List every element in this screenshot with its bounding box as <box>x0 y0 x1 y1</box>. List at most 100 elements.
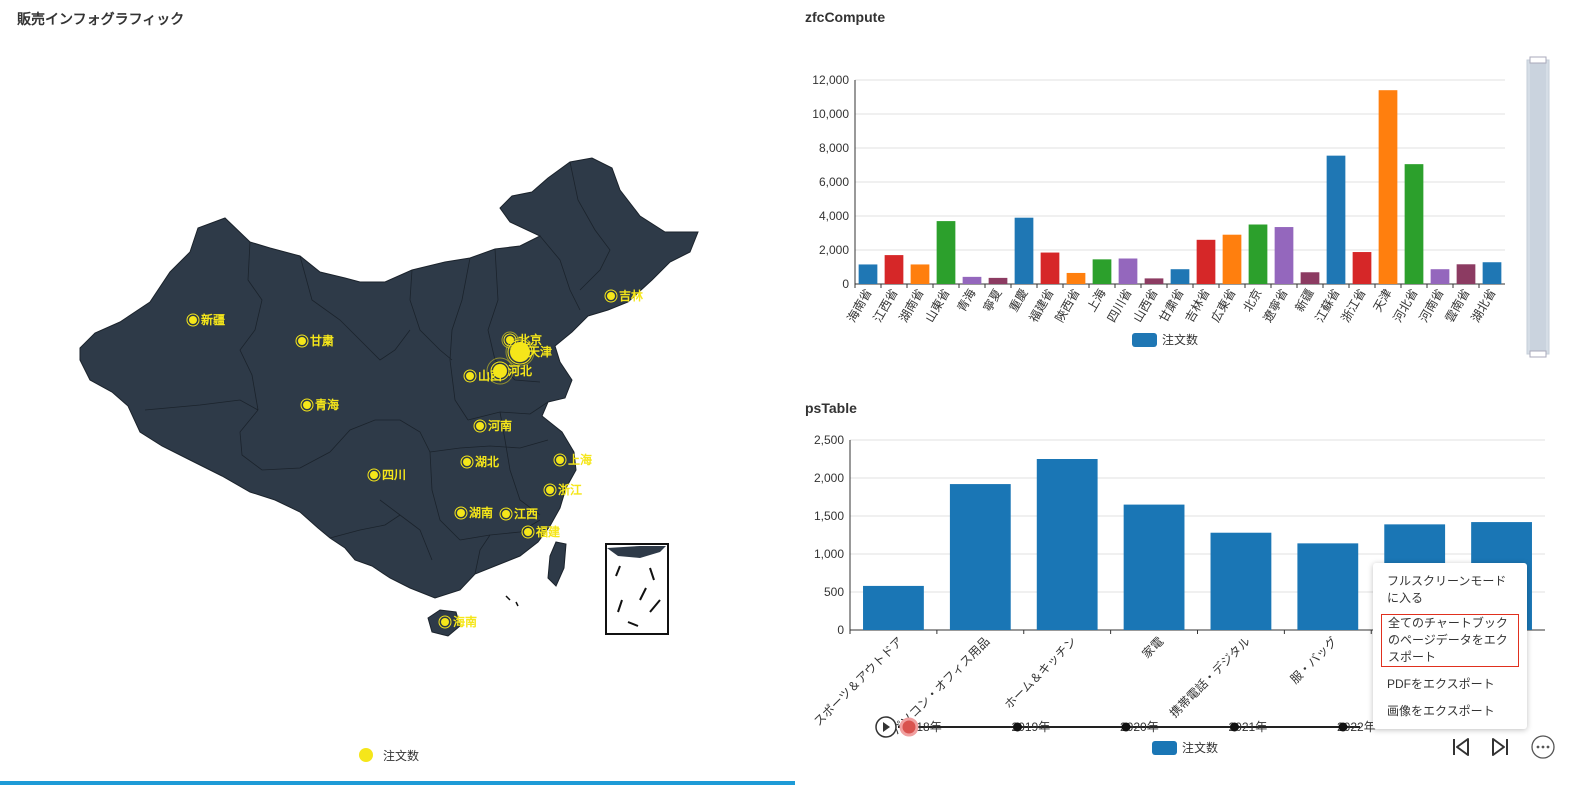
y-tick-label: 500 <box>824 585 844 599</box>
city-dot[interactable] <box>524 528 532 536</box>
bar[interactable] <box>1123 504 1185 630</box>
bar-legend-swatch[interactable] <box>1132 333 1157 347</box>
taiwan-island[interactable] <box>547 541 567 587</box>
bar[interactable] <box>1300 272 1320 284</box>
city-label: 吉林 <box>619 288 643 303</box>
bar[interactable] <box>1196 239 1216 284</box>
bar[interactable] <box>1092 259 1112 284</box>
city-label: 湖南 <box>469 505 493 520</box>
city-label: 海南 <box>453 614 477 629</box>
map-legend-dot[interactable] <box>359 748 373 762</box>
x-tick-label: 浙江省 <box>1338 287 1368 325</box>
bar[interactable] <box>988 277 1008 284</box>
city-dot[interactable] <box>457 509 465 517</box>
timeline-point[interactable] <box>1013 722 1022 732</box>
context-menu: フルスクリーンモードに入る 全てのチャートブックのページデータをエクスポート P… <box>1373 563 1527 729</box>
bar[interactable] <box>884 255 904 284</box>
map-legend-label[interactable]: 注文数 <box>383 749 420 763</box>
timeline-point[interactable] <box>1230 722 1239 732</box>
city-ring <box>460 455 474 469</box>
bar-legend-label[interactable]: 注文数 <box>1162 332 1198 347</box>
bar[interactable] <box>1222 234 1242 284</box>
x-tick-label: ホーム＆キッチン <box>1002 634 1080 712</box>
more-options-icon[interactable] <box>1530 734 1556 760</box>
bar[interactable] <box>910 264 930 284</box>
timeline-label[interactable]: 2019年 <box>1012 720 1051 734</box>
menu-item-export-image[interactable]: 画像をエクスポート <box>1387 704 1495 718</box>
y-tick-label: 2,500 <box>814 433 844 447</box>
city-dot[interactable] <box>298 337 306 345</box>
city-dot[interactable] <box>463 458 471 466</box>
city-ring <box>521 525 535 539</box>
city-label: 甘粛 <box>310 333 334 348</box>
city-ring <box>499 507 513 521</box>
bar[interactable] <box>1404 164 1424 284</box>
bar[interactable] <box>863 585 924 630</box>
bar[interactable] <box>1297 543 1359 630</box>
menu-item-fullscreen[interactable]: フルスクリーンモードに入る <box>1387 574 1507 605</box>
city-label: 山西 <box>478 368 502 383</box>
city-dot[interactable] <box>466 372 474 380</box>
city-dot[interactable] <box>303 401 311 409</box>
city-label: 四川 <box>382 468 406 482</box>
city-dot[interactable] <box>476 422 484 430</box>
bar[interactable] <box>1326 155 1346 284</box>
bar[interactable] <box>1210 532 1272 630</box>
bar[interactable] <box>1274 227 1294 284</box>
bar[interactable] <box>1144 278 1164 284</box>
ps-legend-label[interactable]: 注文数 <box>1182 740 1218 755</box>
bar[interactable] <box>1430 269 1450 284</box>
skip-previous-icon[interactable] <box>1448 734 1474 760</box>
zoom-handle-top[interactable] <box>1529 56 1547 64</box>
play-icon <box>883 722 890 732</box>
bar[interactable] <box>1118 258 1138 285</box>
timeline-label[interactable]: 2022年 <box>1337 720 1376 734</box>
x-tick-label: 家電 <box>1139 634 1167 662</box>
city-dot[interactable] <box>493 364 507 378</box>
city-dot[interactable] <box>506 336 514 344</box>
menu-item-export-pdf[interactable]: PDFをエクスポート <box>1387 677 1495 691</box>
skip-next-icon[interactable] <box>1487 734 1513 760</box>
city-dot[interactable] <box>546 486 554 494</box>
x-tick-label: 湖南省 <box>896 286 927 325</box>
city-dot[interactable] <box>607 292 615 300</box>
bar[interactable] <box>1040 252 1060 284</box>
city-dot[interactable] <box>441 618 449 626</box>
bar[interactable] <box>936 221 956 284</box>
bar[interactable] <box>1066 272 1086 284</box>
city-dot[interactable] <box>370 471 378 479</box>
timeline-point[interactable] <box>1121 722 1131 732</box>
bar[interactable] <box>1014 217 1034 284</box>
bar[interactable] <box>1352 252 1372 284</box>
bar[interactable] <box>949 484 1011 630</box>
zoom-handle-bottom[interactable] <box>1529 350 1547 358</box>
y-tick-label: 2,000 <box>819 243 849 257</box>
timeline-label[interactable]: 2020年 <box>1120 720 1159 734</box>
china-landmass[interactable] <box>79 157 699 599</box>
ps-legend-swatch[interactable] <box>1152 741 1177 755</box>
timeline-label[interactable]: 2021年 <box>1229 720 1268 734</box>
x-tick-label: 福建省 <box>1026 286 1057 325</box>
bar[interactable] <box>1036 459 1098 630</box>
timeline-current-marker[interactable] <box>899 717 919 737</box>
city-label: 青海 <box>315 397 339 412</box>
bar[interactable] <box>962 276 982 284</box>
city-dot[interactable] <box>556 456 564 464</box>
bar[interactable] <box>1456 264 1476 284</box>
bar[interactable] <box>858 264 878 284</box>
bar[interactable] <box>1378 90 1398 284</box>
bar[interactable] <box>1482 262 1502 284</box>
x-tick-label: 青海 <box>954 286 979 314</box>
city-dot[interactable] <box>189 316 197 324</box>
x-tick-label: 広東省 <box>1208 287 1238 325</box>
city-dot[interactable] <box>502 510 510 518</box>
timeline-point[interactable] <box>1338 722 1348 732</box>
city-ring <box>507 339 533 365</box>
bar[interactable] <box>1170 269 1190 284</box>
city-dot[interactable] <box>510 342 530 362</box>
menu-item-export-all-data[interactable]: 全てのチャートブックのページデータをエクスポート <box>1381 614 1519 667</box>
bar[interactable] <box>1248 224 1268 285</box>
y-tick-label: 0 <box>837 623 844 637</box>
